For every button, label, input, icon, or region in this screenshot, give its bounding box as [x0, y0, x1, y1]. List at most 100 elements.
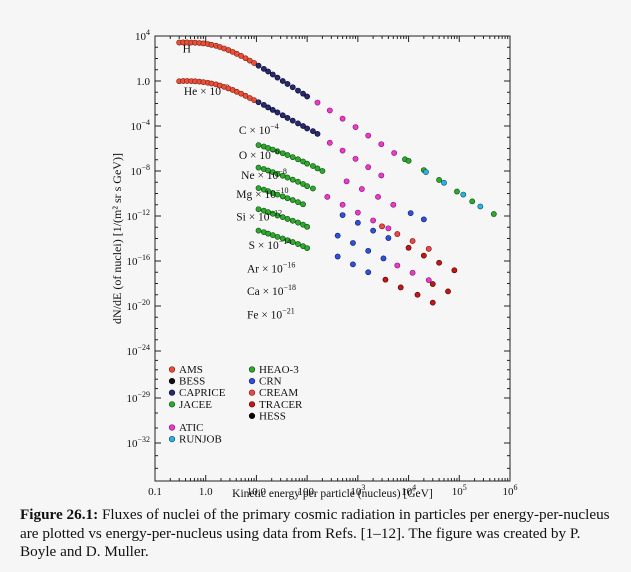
data-point-h-ams	[246, 57, 253, 64]
data-point-ne-heao-3	[274, 191, 281, 198]
data-point-h-ams	[251, 60, 258, 66]
data-point-mg-atic	[394, 262, 401, 269]
data-point-o-atic	[354, 209, 361, 216]
series-label-o: O × 10−6	[239, 147, 280, 162]
data-point-si-heao-3	[284, 237, 291, 244]
legend-label-caprice: CAPRICE	[179, 387, 226, 399]
data-point-o-heao-3	[310, 185, 316, 192]
data-point-mg-crn	[380, 255, 387, 262]
data-point-o-cream	[425, 245, 432, 252]
caption-text: Fluxes of nuclei of the primary cosmic r…	[20, 506, 610, 560]
data-point-c-heao-3	[274, 148, 281, 155]
legend-marker-ams	[168, 366, 176, 373]
data-point-ne-heao-3	[300, 201, 306, 208]
data-point-si-heao-3	[295, 241, 301, 247]
data-point-c-heao-3	[310, 163, 316, 169]
data-point-o-heao-3	[284, 174, 291, 181]
y-tick-label: 1.0	[136, 76, 150, 88]
data-point-he-caprice	[265, 104, 272, 111]
data-point-h-caprice	[255, 62, 262, 69]
data-point-o-heao-3	[255, 164, 262, 171]
data-point-h-ams	[238, 53, 245, 59]
data-point-h-atic	[365, 132, 372, 139]
data-point-mg-heao-3	[284, 216, 291, 222]
data-point-c-atic	[343, 178, 350, 185]
data-point-mg-atic	[409, 269, 416, 276]
data-point-si-heao-3	[255, 227, 262, 234]
series-label-ar: Ar × 10−16	[247, 260, 295, 275]
data-point-c-atic	[375, 193, 381, 200]
legend-label-heao-3: HEAO-3	[259, 364, 299, 376]
data-point-ne-crn	[370, 227, 377, 234]
x-tick-label: 105	[452, 483, 467, 498]
data-point-h-caprice	[265, 68, 272, 75]
data-point-ne-tracer	[451, 267, 458, 274]
series-label-ne: Ne × 10−8	[241, 167, 287, 182]
data-point-he-caprice	[255, 99, 262, 106]
y-tick-label: 10−16	[126, 253, 150, 268]
legend-marker-caprice	[168, 389, 176, 396]
data-point-o-cream	[394, 231, 401, 237]
legend-label-crn: CRN	[259, 376, 282, 388]
data-point-h-atic	[314, 99, 321, 106]
flux-plot: 0.1 1.0 10.0 100. 103 104 105 106 104 1.0 10−4 10−8…	[110, 28, 518, 500]
legend-marker-atic	[168, 424, 176, 431]
series-label-c: C × 10−4	[239, 122, 279, 137]
data-point-c-heao-3	[289, 154, 296, 161]
data-point-mg-heao-3	[274, 212, 281, 219]
y-tick-label: 10−4	[130, 118, 150, 133]
data-point-he-caprice	[289, 117, 296, 124]
y-tick-label: 104	[135, 28, 150, 43]
data-point-si-heao-3	[304, 245, 311, 252]
series-label-mg: Mg × 10−10	[236, 186, 288, 201]
data-point-he-caprice	[310, 128, 316, 135]
legend-label-cream: CREAM	[259, 387, 298, 399]
data-point-he-caprice	[304, 125, 311, 132]
data-point-o-heao-3	[274, 171, 281, 177]
x-tick-label: 100.	[298, 486, 318, 498]
series-label-fe: Fe × 10−21	[247, 306, 295, 321]
data-point-ne-crn	[339, 212, 346, 219]
x-tick-label: 104	[401, 483, 416, 498]
x-tick-label: 0.1	[148, 486, 162, 498]
data-point-he-atic	[352, 155, 359, 162]
data-point-he-caprice	[260, 102, 267, 108]
x-tick-label: 106	[503, 483, 518, 498]
data-point-he-caprice	[279, 112, 286, 119]
data-point-h-atic	[391, 150, 398, 156]
data-point-o-heao-3	[295, 178, 301, 185]
legend-label-tracer: TRACER	[259, 399, 303, 411]
data-point-ne-heao-3	[255, 185, 262, 192]
data-point-he-caprice	[284, 115, 291, 121]
data-point-h-runjob	[460, 191, 467, 198]
data-point-ne-crn	[385, 235, 392, 241]
data-point-mg-heao-3	[304, 223, 311, 230]
data-point-si-tracer	[397, 284, 404, 291]
x-axis-label: Kinetic energy per particle (nucleus) [G…	[232, 488, 433, 500]
legend-label-runjob: RUNJOB	[179, 434, 222, 446]
data-point-si-crn	[365, 269, 372, 276]
data-point-si-tracer	[429, 299, 436, 306]
data-point-h-caprice	[289, 84, 296, 91]
data-point-mg-heao-3	[289, 217, 296, 224]
data-point-c-crn	[407, 210, 414, 217]
data-point-he-caprice	[274, 109, 281, 116]
data-point-he-caprice	[295, 120, 301, 127]
data-point-c-atic	[358, 186, 365, 192]
legend-marker-crn	[248, 378, 256, 385]
data-point-h-caprice	[295, 87, 301, 94]
data-point-c-heao-3	[255, 142, 262, 149]
data-point-he-atic	[339, 147, 346, 154]
data-point-h-caprice	[274, 74, 281, 81]
legend-marker-bess	[168, 378, 176, 385]
data-point-mg-crn	[334, 232, 341, 239]
data-point-c-heao-3	[284, 152, 291, 158]
data-point-h-runjob	[423, 169, 429, 175]
data-point-si-tracer	[382, 276, 389, 283]
legend-marker-heao-3	[248, 366, 256, 373]
series-label-h: H	[183, 44, 191, 56]
data-point-si-crn	[350, 261, 356, 268]
data-point-h-atic	[378, 141, 385, 148]
x-tick-label: 10.0	[247, 486, 267, 498]
y-tick-label: 10−12	[126, 208, 150, 223]
